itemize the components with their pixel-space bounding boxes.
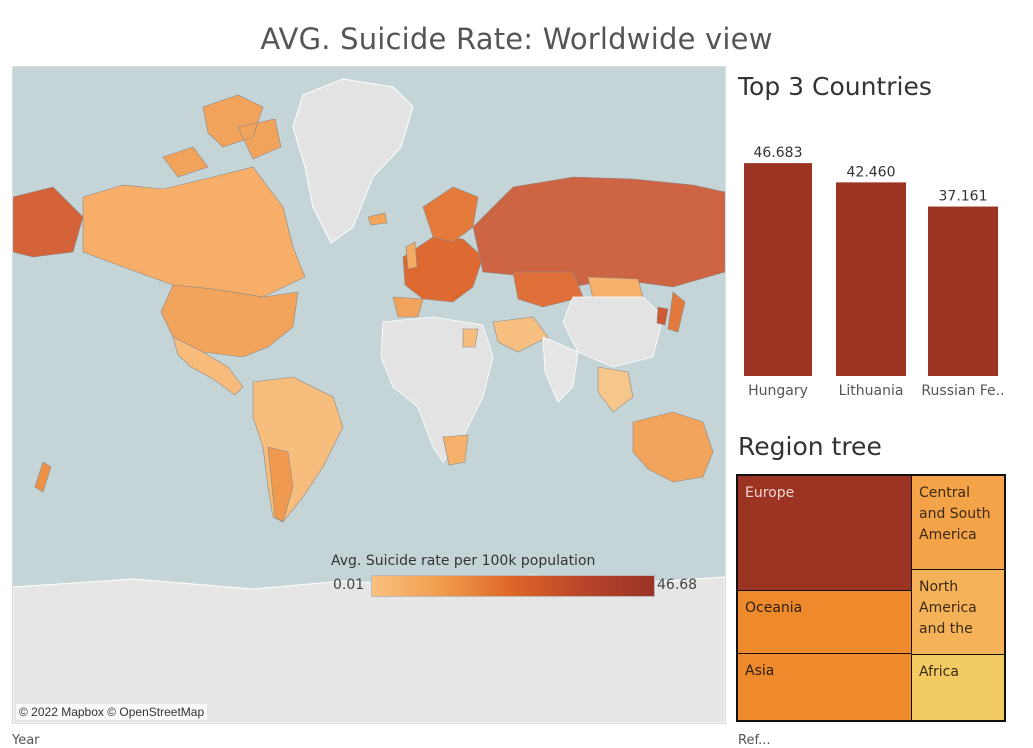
top-countries-title: Top 3 Countries: [738, 72, 932, 101]
antarctica: [13, 574, 725, 723]
map-legend: Avg. Suicide rate per 100k population 0.…: [331, 553, 713, 597]
country-canada-islands[interactable]: [162, 94, 282, 178]
country-thailand[interactable]: [597, 366, 634, 413]
greenland[interactable]: [292, 78, 414, 244]
bar-value-label-2: 37.161: [939, 189, 988, 205]
country-uk[interactable]: [405, 241, 418, 270]
country-russia[interactable]: [472, 176, 725, 288]
treemap-label-north-america: North America and the: [919, 579, 977, 637]
legend-title: Avg. Suicide rate per 100k population: [331, 553, 596, 569]
bar-2[interactable]: [928, 206, 998, 376]
country-alaska[interactable]: [13, 186, 84, 258]
bar-category-label-1: Lithuania: [839, 383, 904, 399]
treemap-tile-oceania[interactable]: Oceania: [738, 591, 911, 653]
legend-color-ramp: [371, 575, 655, 597]
region-tree-title: Region tree: [738, 432, 882, 461]
bar-value-label-1: 42.460: [847, 164, 896, 180]
region-filter-label: Ref...: [738, 733, 771, 748]
treemap-label-asia: Asia: [745, 663, 775, 679]
bar-chart-svg: 46.683 Hungary 42.460 Lithuania 37.161 Russia…: [744, 145, 1005, 399]
country-korea[interactable]: [656, 306, 669, 326]
treemap-tile-africa[interactable]: Africa: [912, 655, 1004, 720]
country-india[interactable]: [542, 336, 579, 403]
country-mexico[interactable]: [172, 336, 244, 396]
bar-category-label-2: Russian Fe..: [921, 383, 1004, 399]
year-filter-label: Year: [12, 733, 40, 748]
country-iceland[interactable]: [367, 212, 388, 226]
map-attribution[interactable]: © 2022 Mapbox © OpenStreetMap: [16, 704, 208, 720]
treemap-label-africa: Africa: [919, 664, 959, 680]
page-title: AVG. Suicide Rate: Worldwide view: [260, 22, 773, 56]
legend-max-label: 46.68: [657, 577, 698, 593]
country-middle-east[interactable]: [492, 316, 549, 353]
country-argentina[interactable]: [267, 446, 294, 523]
treemap-tile-central-south-america[interactable]: Central and South America: [912, 476, 1004, 569]
bar-1[interactable]: [836, 182, 906, 376]
country-japan[interactable]: [667, 291, 686, 333]
country-kazakhstan[interactable]: [512, 271, 584, 308]
bar-category-label-0: Hungary: [748, 383, 808, 399]
treemap-tile-europe[interactable]: Europe: [738, 476, 911, 590]
country-new-zealand[interactable]: [34, 461, 52, 493]
country-mongolia[interactable]: [587, 276, 644, 300]
treemap-label-oceania: Oceania: [745, 600, 803, 616]
bar-value-label-0: 46.683: [754, 145, 803, 161]
treemap-label-europe: Europe: [745, 485, 795, 501]
country-iberia[interactable]: [392, 296, 424, 318]
country-china[interactable]: [562, 296, 664, 368]
country-south-africa[interactable]: [442, 434, 469, 466]
top-countries-bar-chart[interactable]: 46.683 Hungary 42.460 Lithuania 37.161 Russia…: [736, 120, 1026, 410]
world-map[interactable]: Avg. Suicide rate per 100k population 0.…: [12, 66, 726, 724]
treemap-tile-asia[interactable]: Asia: [738, 654, 911, 720]
country-egypt[interactable]: [462, 328, 479, 348]
legend-min-label: 0.01: [333, 577, 365, 593]
country-canada[interactable]: [82, 166, 306, 298]
country-usa[interactable]: [160, 284, 299, 358]
map-canvas[interactable]: [13, 67, 725, 723]
country-australia[interactable]: [632, 411, 714, 483]
bar-0[interactable]: [744, 163, 812, 376]
treemap-tile-north-america[interactable]: North America and the: [912, 570, 1004, 654]
treemap-label-central-south-america: Central and South America: [919, 485, 991, 543]
region-treemap[interactable]: Europe Central and South America North A…: [736, 474, 1006, 722]
